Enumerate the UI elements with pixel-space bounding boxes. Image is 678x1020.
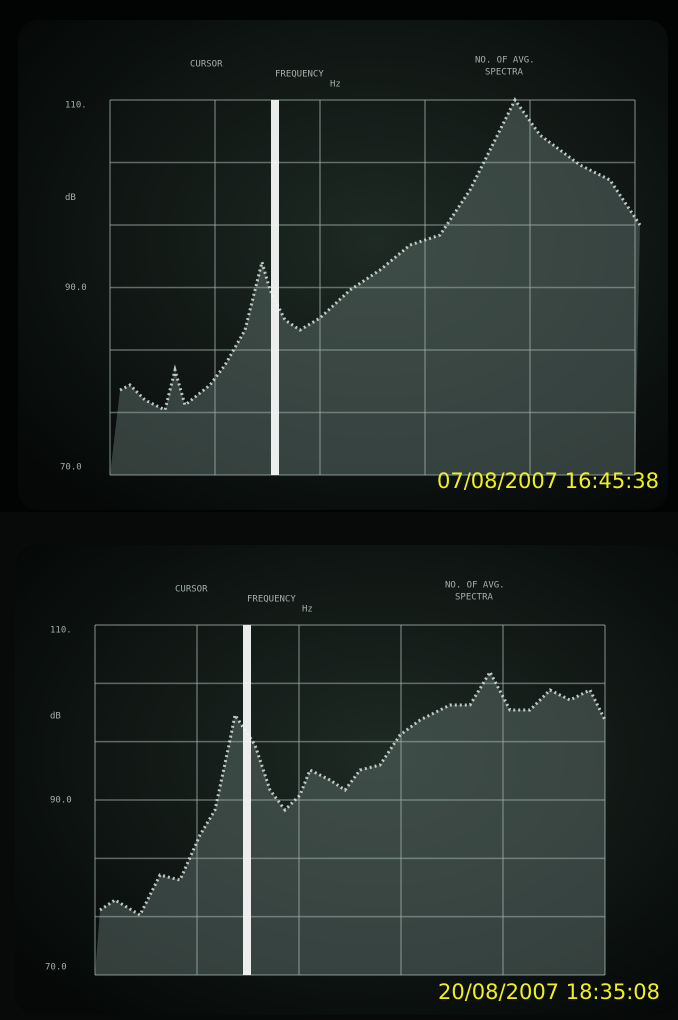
label: NO. OF AVG.	[445, 581, 505, 591]
timestamp: 07/08/2007 16:45:38	[437, 469, 659, 493]
label: NO. OF AVG.	[475, 56, 535, 66]
label: dB	[50, 712, 61, 722]
label: 110.	[65, 101, 87, 111]
label: 90.0	[50, 796, 72, 806]
label: Hz	[330, 80, 341, 90]
cursor-bar	[243, 625, 251, 975]
label: CURSOR	[190, 60, 223, 70]
label: SPECTRA	[455, 593, 494, 603]
trace-fill	[95, 672, 605, 975]
trace	[119, 97, 642, 413]
label: 90.0	[65, 283, 87, 293]
cursor-bar	[271, 100, 279, 475]
label: dB	[65, 193, 76, 203]
label: 70.0	[45, 963, 67, 973]
label: FREQUENCY	[275, 70, 324, 80]
timestamp: 20/08/2007 18:35:08	[438, 980, 660, 1004]
label: Hz	[302, 605, 313, 615]
label: SPECTRA	[485, 68, 524, 78]
label: FREQUENCY	[247, 595, 296, 605]
trace	[99, 668, 607, 918]
label: 70.0	[60, 463, 82, 473]
label: CURSOR	[175, 585, 208, 595]
label: 110.	[50, 626, 72, 636]
